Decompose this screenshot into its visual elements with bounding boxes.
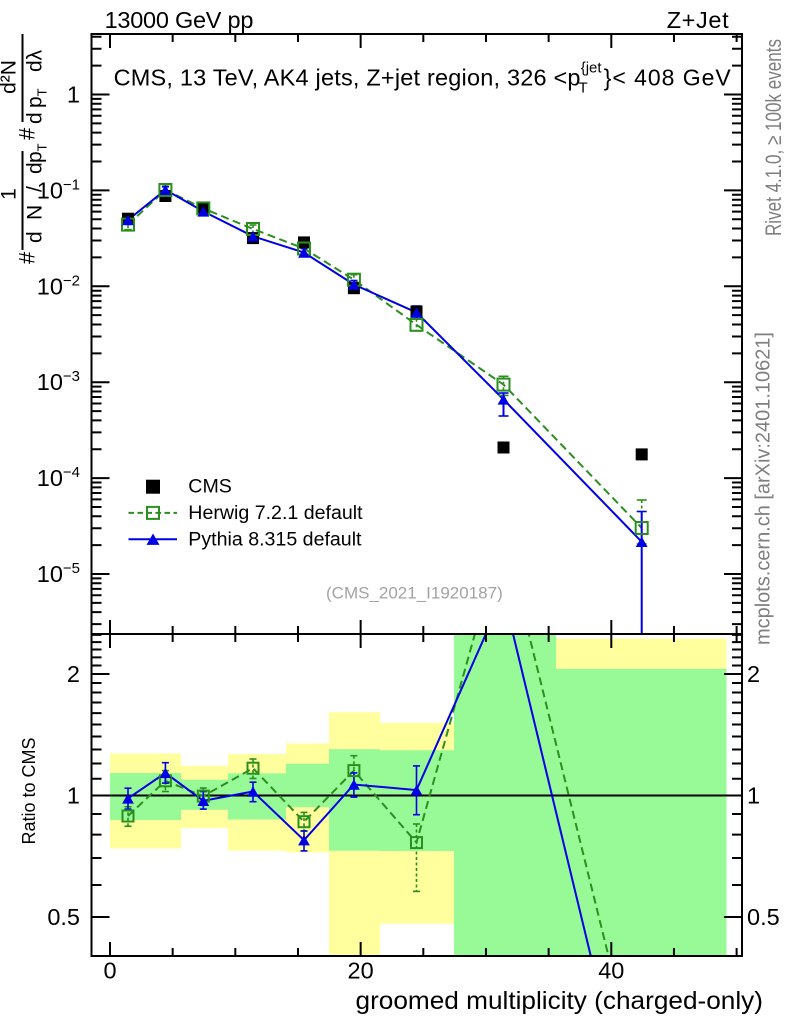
svg-text:1: 1	[0, 188, 21, 200]
svg-text:d: d	[24, 112, 47, 124]
svg-text:Herwig 7.2.1 default: Herwig 7.2.1 default	[188, 502, 363, 524]
svg-text:d: d	[24, 162, 47, 174]
svg-text:N: N	[24, 205, 47, 220]
svg-text:#: #	[15, 251, 40, 264]
svg-text:Pythia 8.315 default: Pythia 8.315 default	[188, 529, 362, 551]
svg-text:1: 1	[747, 783, 760, 809]
svg-text:mcplots.cern.ch [arXiv:2401.10: mcplots.cern.ch [arXiv:2401.10621]	[753, 332, 775, 645]
svg-text:(CMS_2021_I1920187): (CMS_2021_I1920187)	[326, 584, 503, 603]
svg-text:#: #	[15, 127, 40, 140]
svg-text:Z+Jet: Z+Jet	[667, 7, 729, 33]
svg-text:20: 20	[348, 958, 374, 984]
svg-text:dλ: dλ	[24, 49, 47, 72]
svg-text:40: 40	[598, 958, 624, 984]
svg-text:2: 2	[747, 661, 760, 687]
svg-text:2: 2	[67, 661, 80, 687]
svg-text:0.5: 0.5	[747, 904, 780, 930]
svg-text:10−2: 10−2	[37, 272, 80, 299]
svg-text:1: 1	[67, 82, 80, 108]
svg-text:/: /	[24, 186, 47, 192]
svg-text:Ratio to CMS: Ratio to CMS	[19, 737, 39, 844]
svg-text:CMS: CMS	[188, 476, 232, 498]
svg-text:Rivet 4.1.0, ≥ 100k events: Rivet 4.1.0, ≥ 100k events	[761, 39, 786, 236]
svg-text:d: d	[24, 231, 47, 243]
svg-text:1: 1	[67, 783, 80, 809]
svg-text:0: 0	[103, 958, 116, 984]
svg-text:13000 GeV pp: 13000 GeV pp	[105, 7, 254, 33]
svg-text:0.5: 0.5	[47, 904, 80, 930]
svg-text:groomed multiplicity (charged-: groomed multiplicity (charged-only)	[356, 987, 764, 1015]
svg-text:CMS, 13 TeV, AK4 jets, Z+jet r: CMS, 13 TeV, AK4 jets, Z+jet region, 326…	[114, 60, 732, 97]
svg-text:d²N: d²N	[0, 60, 21, 94]
